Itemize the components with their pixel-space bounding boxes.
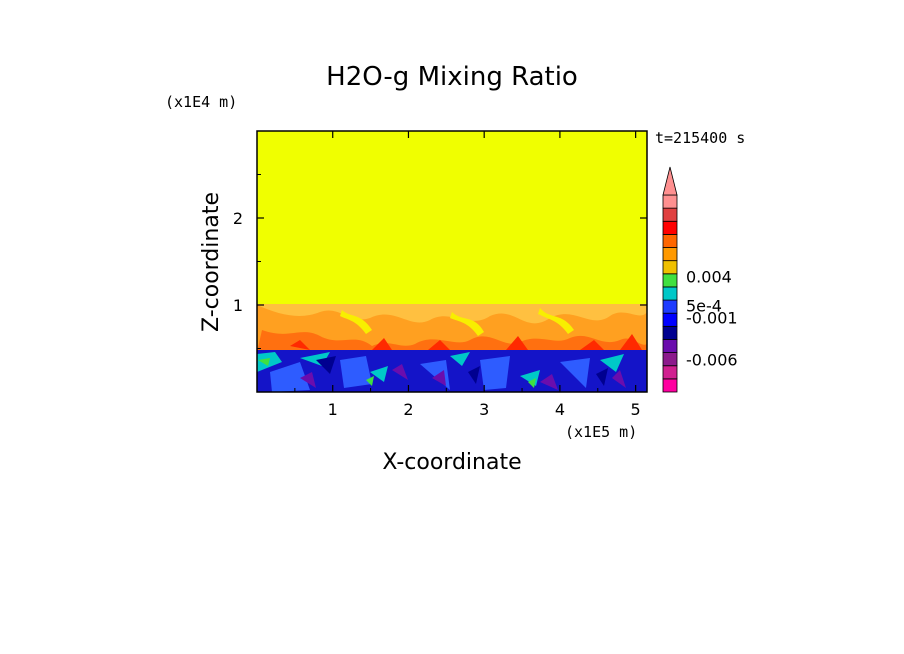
colorbar-swatch [662, 233, 678, 248]
colorbar-label: 0.004 [686, 268, 732, 287]
colorbar-label: 5e-4 [686, 297, 722, 316]
time-label: t=215400 s [655, 129, 745, 147]
colorbar-label: -0.001 [686, 308, 738, 327]
y-tick-label: 2 [233, 209, 243, 228]
colorbar-swatch [662, 325, 678, 340]
x-tick-label: 3 [479, 400, 489, 419]
y-axis-label: Z-coordinate [199, 192, 224, 332]
mid-band [257, 304, 647, 352]
x-tick-label: 4 [555, 400, 565, 419]
colorbar-label: -0.006 [686, 350, 738, 369]
lower-band [257, 350, 647, 392]
colorbar-swatch [662, 194, 678, 209]
colorbar-swatch [662, 220, 678, 235]
colorbar-swatch [662, 299, 678, 314]
x-axis: 1 2 3 4 5 [294, 131, 641, 419]
y-unit-label: (x1E4 m) [165, 93, 237, 111]
colorbar-swatch [662, 260, 678, 275]
x-tick-label: 1 [328, 400, 338, 419]
colorbar-swatch [662, 378, 678, 393]
y-axis: 12 [233, 174, 647, 349]
colorbar-swatch [662, 247, 678, 262]
colorbar-swatch [662, 207, 678, 222]
colorbar-swatch [662, 273, 678, 288]
y-tick-label: 1 [233, 296, 243, 315]
x-unit-label: (x1E5 m) [565, 423, 637, 441]
colorbar-swatch [662, 312, 678, 327]
chart-title: H2O-g Mixing Ratio [326, 62, 578, 92]
x-tick-label: 2 [403, 400, 413, 419]
colorbar-swatch [662, 339, 678, 354]
colorbar-extend-arrow [662, 166, 678, 196]
x-axis-label: X-coordinate [382, 450, 521, 475]
x-tick-label: 5 [631, 400, 641, 419]
colorbar-swatch [662, 352, 678, 367]
colorbar-swatch [662, 365, 678, 380]
colorbar-swatch [662, 286, 678, 301]
plot-area [257, 131, 647, 392]
